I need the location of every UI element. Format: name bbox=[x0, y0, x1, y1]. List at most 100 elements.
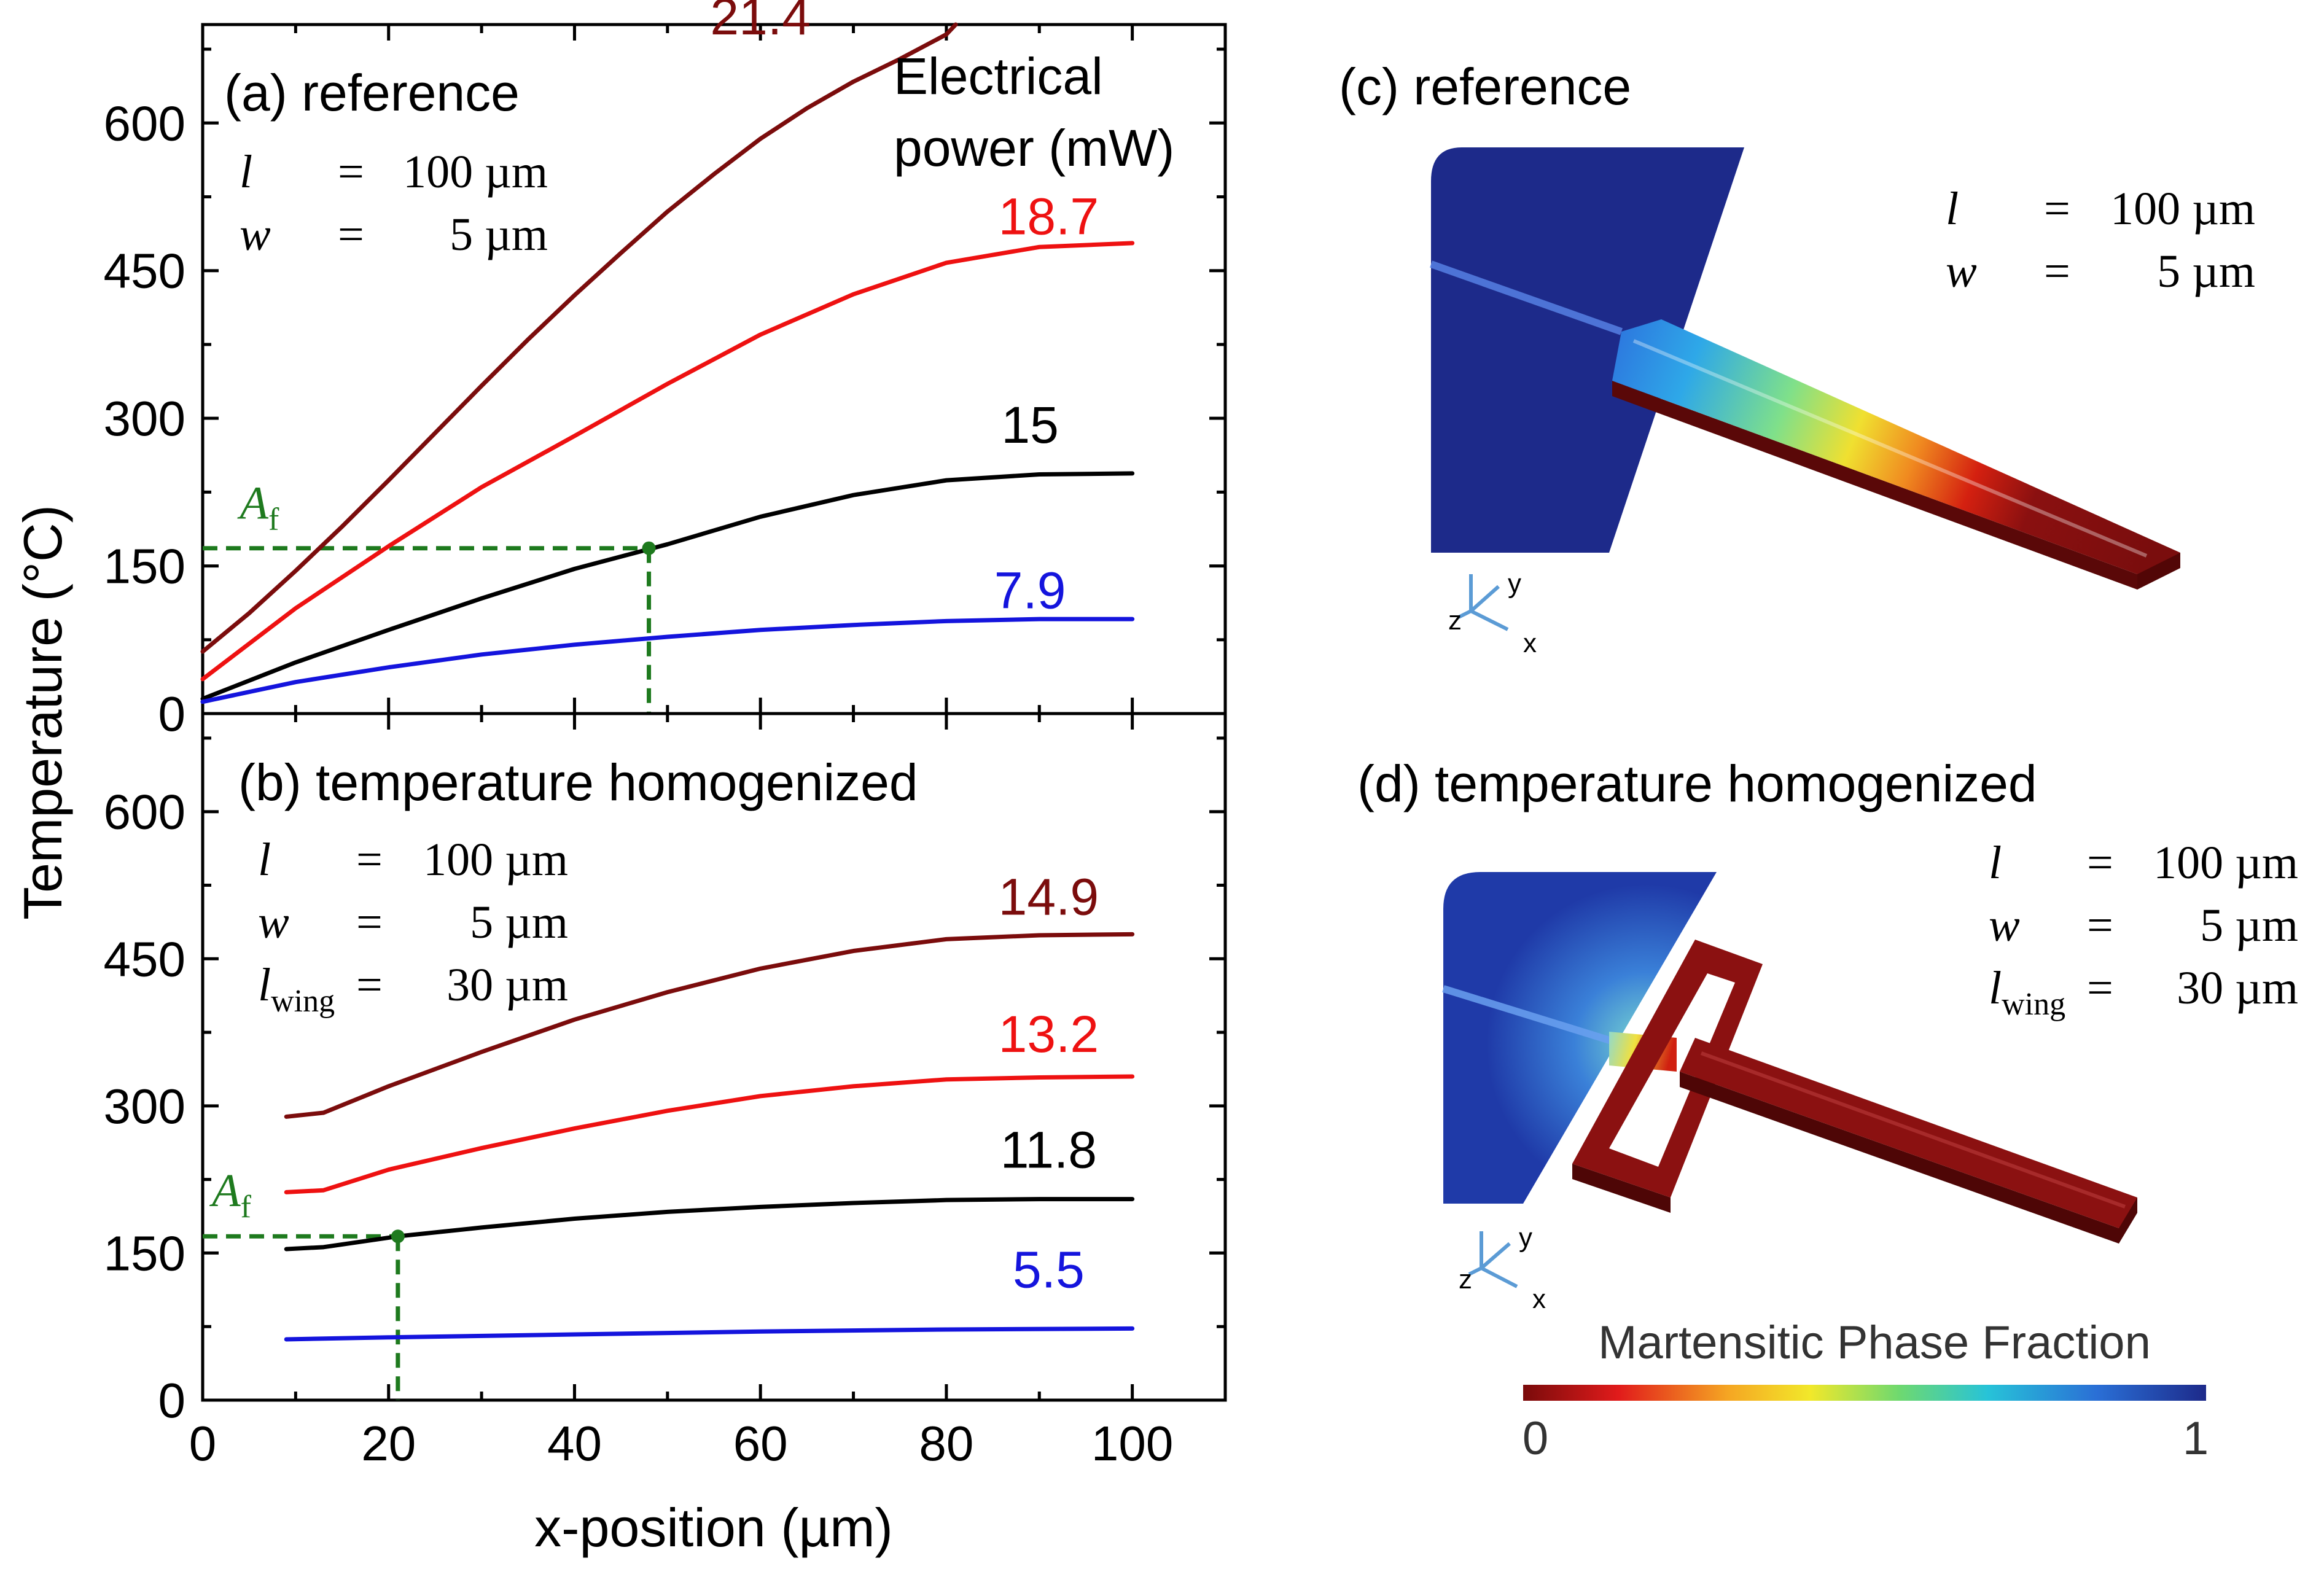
wing-frame-d bbox=[1572, 940, 1763, 1197]
x-tick-label: 40 bbox=[547, 1416, 602, 1471]
param-equals: = bbox=[2087, 900, 2113, 951]
params-a: l = 100 µm w = 5 µm bbox=[240, 146, 548, 260]
param-symbol: w bbox=[1989, 900, 2020, 951]
af-label: Af bbox=[237, 478, 279, 537]
param-value: 100 µm bbox=[2110, 183, 2255, 235]
colorbar: Martensitic Phase Fraction 0 1 bbox=[1523, 1317, 2209, 1465]
series-line bbox=[284, 1074, 1135, 1194]
series-group-a: 21.4 18.7 15 7.9 Af bbox=[200, 0, 1135, 704]
x-tick-label: 80 bbox=[919, 1416, 973, 1471]
y-tick-label: 0 bbox=[158, 1373, 186, 1428]
param-symbol: lwing bbox=[258, 959, 335, 1019]
series-line bbox=[284, 932, 1135, 1119]
param-value: 100 µm bbox=[403, 146, 548, 198]
panel-label-d: (d) temperature homogenized bbox=[1357, 755, 2037, 812]
param-equals: = bbox=[356, 897, 383, 948]
series-label: 7.9 bbox=[994, 561, 1066, 619]
series-label: 13.2 bbox=[999, 1005, 1099, 1063]
x-axis-label: x-position (µm) bbox=[534, 1497, 893, 1558]
param-value: 5 µm bbox=[2200, 900, 2298, 951]
param-symbol: l bbox=[1946, 183, 1959, 235]
param-symbol: w bbox=[1946, 246, 1977, 297]
param-equals: = bbox=[2087, 962, 2113, 1014]
param-equals: = bbox=[338, 146, 364, 198]
axis-label-y-c: y bbox=[1508, 569, 1521, 599]
param-equals: = bbox=[2087, 837, 2113, 889]
param-value: 30 µm bbox=[2177, 962, 2298, 1014]
beam-slot-d bbox=[1700, 1051, 2126, 1209]
y-tick-label: 150 bbox=[104, 539, 185, 594]
series-label: 11.8 bbox=[1000, 1121, 1097, 1178]
beam-side-d bbox=[1680, 1072, 2119, 1244]
panel-label-c: (c) reference bbox=[1339, 58, 1631, 115]
param-symbol: l bbox=[240, 146, 252, 198]
param-value: 100 µm bbox=[423, 834, 568, 886]
y-tick-label: 300 bbox=[104, 391, 185, 446]
legend-title-a-line1: Electrical bbox=[894, 47, 1103, 105]
colorbar-gradient bbox=[1523, 1385, 2206, 1401]
series-group-b: 14.9 13.2 11.8 5.5 Af bbox=[209, 868, 1135, 1342]
axis-triad-d: y z x bbox=[1459, 1223, 1546, 1314]
param-symbol: lwing bbox=[1989, 962, 2065, 1022]
axis-label-x-c: x bbox=[1523, 628, 1537, 658]
param-equals: = bbox=[338, 209, 364, 260]
panel-label-b: (b) temperature homogenized bbox=[238, 753, 918, 811]
wing-frame-side-d bbox=[1572, 1164, 1671, 1213]
trace-line-c bbox=[1429, 260, 1623, 335]
axis-label-z-d: z bbox=[1459, 1264, 1472, 1295]
ticks-a: 0 150 300 450 600 bbox=[104, 25, 1227, 741]
axis-label-z-c: z bbox=[1448, 605, 1462, 636]
panel-label-a: (a) reference bbox=[224, 64, 520, 122]
series-label: 21.4 bbox=[710, 0, 811, 45]
series-line bbox=[200, 471, 1135, 701]
param-symbol: l bbox=[1989, 837, 2002, 889]
substrate-c bbox=[1431, 147, 1744, 553]
params-d: l = 100 µm w = 5 µm lwing = 30 µm bbox=[1989, 837, 2298, 1022]
y-tick-label: 0 bbox=[158, 687, 186, 741]
beam-side-c bbox=[1612, 381, 2137, 590]
axis-triad-c: y z x bbox=[1448, 569, 1537, 658]
beam-top-c bbox=[1612, 319, 2180, 574]
beam-top-d bbox=[1680, 1038, 2137, 1228]
colorbar-max-label: 1 bbox=[2183, 1412, 2209, 1465]
series-line bbox=[200, 22, 958, 654]
legend-title-a-line2: power (mW) bbox=[894, 119, 1174, 177]
y-axis-label: Temperature (°C) bbox=[12, 505, 73, 920]
y-tick-label: 450 bbox=[104, 244, 185, 298]
params-c: l = 100 µm w = 5 µm bbox=[1946, 183, 2255, 297]
series-label: 15 bbox=[1001, 396, 1058, 454]
param-value: 5 µm bbox=[470, 897, 568, 948]
y-tick-label: 600 bbox=[104, 96, 185, 150]
colorbar-title: Martensitic Phase Fraction bbox=[1598, 1317, 2151, 1369]
beam-slot-c bbox=[1632, 339, 2148, 558]
series-label: 14.9 bbox=[999, 868, 1099, 925]
colorbar-min-label: 0 bbox=[1523, 1412, 1548, 1465]
af-marker bbox=[642, 541, 656, 555]
series-line bbox=[200, 617, 1135, 704]
series-line bbox=[200, 241, 1135, 682]
param-equals: = bbox=[356, 834, 383, 886]
y-tick-label: 600 bbox=[104, 785, 185, 839]
series-label: 18.7 bbox=[999, 187, 1099, 245]
param-value: 5 µm bbox=[2157, 246, 2255, 297]
param-value: 30 µm bbox=[446, 959, 568, 1011]
param-symbol: l bbox=[258, 834, 271, 886]
axis-label-y-d: y bbox=[1519, 1223, 1532, 1253]
render-d: (d) temperature homogenized l = 100 µm w = 5 … bbox=[1357, 755, 2298, 1314]
param-symbol: w bbox=[258, 897, 289, 948]
x-tick-label: 100 bbox=[1091, 1416, 1173, 1471]
render-c: (c) reference l = 100 µm w = 5 µm y z x bbox=[1339, 58, 2255, 658]
af-marker bbox=[391, 1229, 405, 1244]
param-symbol: w bbox=[240, 209, 271, 260]
ticks-b: 0 150 300 450 600 0 20 40 60 80 100 bbox=[104, 714, 1227, 1471]
plot-frame-b bbox=[201, 712, 1227, 1402]
series-label: 5.5 bbox=[1013, 1240, 1085, 1298]
x-tick-label: 0 bbox=[189, 1416, 217, 1471]
chart-b: 0 150 300 450 600 0 20 40 60 80 100 14.9 13.2 11.8 5.… bbox=[104, 712, 1227, 1471]
param-value: 5 µm bbox=[450, 209, 548, 260]
af-label: Af bbox=[209, 1165, 251, 1225]
param-equals: = bbox=[356, 959, 383, 1011]
params-b: l = 100 µm w = 5 µm lwing = 30 µm bbox=[258, 834, 568, 1019]
axis-label-x-d: x bbox=[1532, 1284, 1546, 1314]
